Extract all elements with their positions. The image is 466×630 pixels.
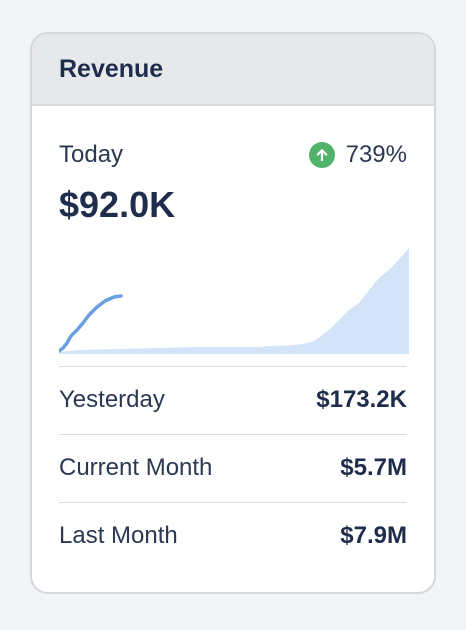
today-label: Today (59, 141, 124, 168)
yesterday-area (59, 248, 409, 354)
change-indicator: 739% (308, 141, 407, 169)
revenue-card: Revenue Today 739% $92.0K Yesterday $173… (30, 32, 436, 594)
comparison-row-current-month: Current Month $5.7M (59, 434, 407, 500)
card-title: Revenue (59, 54, 164, 83)
change-percent: 739% (345, 141, 407, 168)
arrow-up-circle-icon (308, 142, 335, 168)
comparison-value: $5.7M (340, 453, 407, 481)
revenue-sparkline (59, 248, 409, 354)
today-row: Today 739% (59, 140, 407, 170)
today-revenue-value: $92.0K (59, 184, 176, 225)
card-header: Revenue (32, 34, 434, 106)
today-line (59, 294, 123, 353)
comparison-label: Current Month (59, 453, 213, 481)
comparison-value: $7.9M (340, 521, 407, 549)
comparison-label: Yesterday (59, 385, 165, 413)
comparison-value: $173.2K (316, 385, 407, 413)
comparison-label: Last Month (59, 521, 178, 549)
comparison-row-yesterday: Yesterday $173.2K (59, 366, 407, 432)
comparison-row-last-month: Last Month $7.9M (59, 502, 407, 568)
